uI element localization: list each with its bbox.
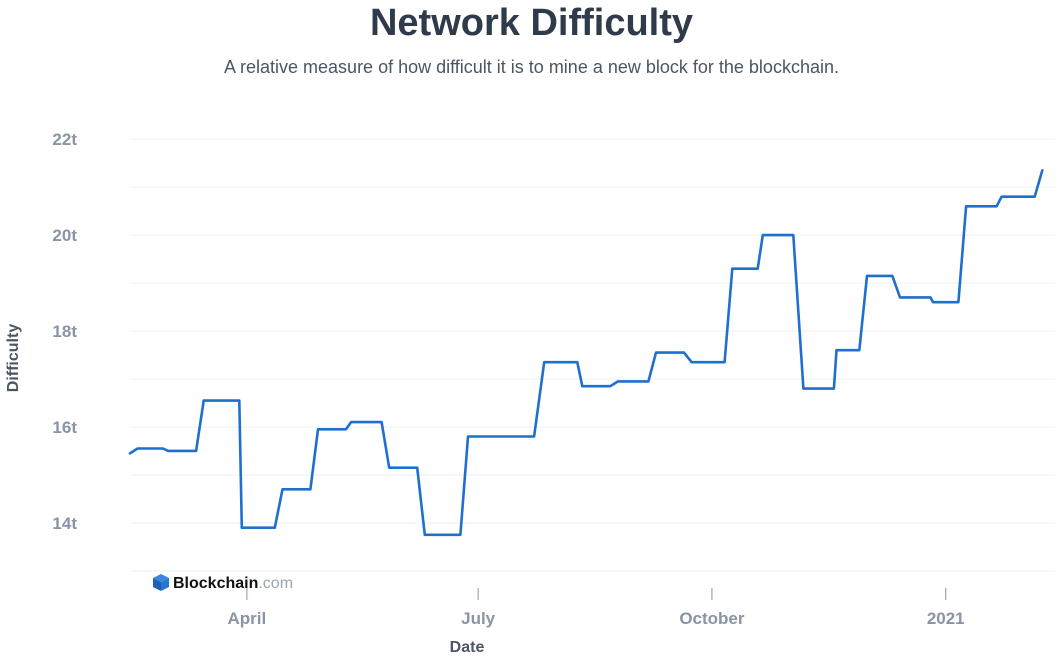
y-tick-label: 18t (52, 322, 77, 341)
svg-text:Blockchain.com: Blockchain.com (173, 575, 293, 592)
brand-name: Blockchain (173, 575, 258, 592)
blockchain-logo: Blockchain.com (153, 574, 293, 592)
chart-title: Network Difficulty (369, 2, 694, 44)
difficulty-series-line (128, 169, 1044, 537)
x-axis-ticks: April July October 2021 (228, 588, 965, 628)
chart-subtitle: A relative measure of how difficult it i… (224, 57, 839, 77)
x-tick-label: 2021 (927, 609, 965, 628)
brand-suffix: .com (258, 575, 293, 592)
y-tick-label: 20t (52, 226, 77, 245)
grid-lines (130, 138, 1055, 572)
x-tick-label: April (228, 609, 267, 628)
y-axis-title: Difficulty (5, 324, 22, 393)
x-tick-label: July (461, 609, 496, 628)
x-tick-label: October (679, 609, 745, 628)
y-tick-label: 14t (52, 514, 77, 533)
y-axis-ticks: 14t 16t 18t 20t 22t (52, 130, 77, 533)
y-tick-label: 22t (52, 130, 77, 149)
x-axis-title: Date (450, 639, 485, 656)
cube-icon (153, 574, 169, 591)
y-tick-label: 16t (52, 418, 77, 437)
